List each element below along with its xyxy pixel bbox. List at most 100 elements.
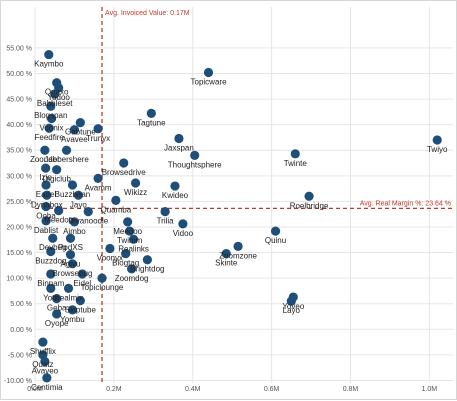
data-point[interactable] bbox=[160, 207, 170, 217]
data-point[interactable] bbox=[41, 163, 51, 173]
data-point[interactable] bbox=[42, 190, 52, 200]
data-point[interactable] bbox=[46, 101, 56, 111]
data-point[interactable] bbox=[52, 165, 62, 175]
data-point[interactable] bbox=[121, 248, 131, 259]
data-point[interactable] bbox=[221, 248, 231, 259]
y-tick-label: 0.00 % bbox=[10, 327, 32, 334]
point-label: Binnam bbox=[37, 279, 64, 288]
data-point[interactable] bbox=[125, 226, 135, 236]
data-point[interactable] bbox=[48, 233, 58, 243]
y-tick-label: 50.00 % bbox=[6, 71, 32, 78]
point-label: Feedfire bbox=[35, 133, 65, 142]
data-point[interactable] bbox=[286, 296, 296, 306]
data-point[interactable] bbox=[67, 180, 78, 190]
y-tick-label: -10.00 % bbox=[4, 378, 32, 385]
point-label: Meedoo bbox=[113, 227, 142, 236]
data-point[interactable] bbox=[40, 145, 50, 155]
y-tick-label: 30.00 % bbox=[6, 173, 32, 180]
data-point[interactable] bbox=[46, 246, 56, 257]
data-point[interactable] bbox=[69, 125, 80, 135]
point-label: Jaxspan bbox=[164, 143, 194, 152]
point-label: Topicware bbox=[191, 77, 228, 86]
data-point[interactable] bbox=[46, 269, 56, 279]
data-point[interactable] bbox=[111, 195, 121, 205]
data-point[interactable] bbox=[38, 337, 48, 347]
point-label: Yoveo bbox=[282, 302, 305, 311]
point-label: Dynabox bbox=[31, 200, 63, 209]
point-label: Vidoo bbox=[173, 229, 194, 238]
data-point[interactable] bbox=[65, 249, 76, 260]
point-label: Blogtag bbox=[112, 259, 139, 268]
data-point[interactable] bbox=[146, 108, 156, 119]
data-point[interactable] bbox=[93, 124, 103, 134]
data-point[interactable] bbox=[67, 259, 78, 269]
data-point[interactable] bbox=[75, 118, 85, 128]
data-point[interactable] bbox=[170, 181, 180, 191]
point-label: Quinu bbox=[265, 236, 286, 245]
data-point[interactable] bbox=[119, 158, 129, 168]
data-point[interactable] bbox=[42, 373, 52, 383]
y-tick-label: 10.00 % bbox=[6, 276, 32, 283]
data-point[interactable] bbox=[123, 217, 133, 227]
data-point[interactable] bbox=[203, 67, 214, 78]
data-point[interactable] bbox=[61, 145, 72, 155]
point-label: Zoonder bbox=[30, 155, 60, 164]
y-tick-label: 25.00 % bbox=[6, 199, 32, 206]
data-point[interactable] bbox=[46, 113, 57, 124]
data-point[interactable] bbox=[178, 219, 188, 229]
point-label: Kaymbo bbox=[34, 60, 64, 69]
data-point[interactable] bbox=[105, 243, 115, 254]
point-label: Twiyo bbox=[427, 145, 448, 154]
data-point[interactable] bbox=[44, 49, 54, 60]
data-point[interactable] bbox=[40, 356, 50, 367]
data-point[interactable] bbox=[50, 89, 60, 99]
data-point[interactable] bbox=[67, 305, 78, 315]
point-label: Divanoodle bbox=[68, 217, 109, 226]
data-point[interactable] bbox=[41, 201, 51, 212]
data-point[interactable] bbox=[73, 190, 83, 200]
data-point[interactable] bbox=[290, 149, 300, 159]
data-point[interactable] bbox=[93, 173, 103, 183]
x-tick-label: 0.0M bbox=[27, 386, 43, 393]
data-point[interactable] bbox=[142, 255, 152, 265]
point-label: Quamba bbox=[100, 205, 131, 214]
point-label: Buzzbean bbox=[55, 190, 91, 199]
point-label: Babbleset bbox=[37, 99, 73, 108]
data-point[interactable] bbox=[41, 216, 51, 226]
point-label: Oyope bbox=[45, 319, 69, 328]
data-point[interactable] bbox=[130, 178, 141, 188]
point-label: PodXS bbox=[58, 243, 83, 252]
data-point[interactable] bbox=[52, 309, 62, 319]
data-point[interactable] bbox=[97, 273, 107, 283]
data-point[interactable] bbox=[432, 135, 442, 145]
data-point[interactable] bbox=[41, 180, 51, 190]
y-tick-label: 35.00 % bbox=[6, 148, 32, 155]
point-label: Gabtune bbox=[65, 128, 96, 137]
data-point[interactable] bbox=[77, 269, 87, 279]
data-point[interactable] bbox=[128, 234, 139, 244]
point-label: Digiclub bbox=[42, 175, 71, 184]
y-tick-label: 20.00 % bbox=[6, 224, 32, 231]
point-label: Yombu bbox=[60, 315, 85, 324]
data-point[interactable] bbox=[63, 283, 74, 293]
data-point[interactable] bbox=[190, 150, 200, 160]
data-point[interactable] bbox=[83, 207, 93, 217]
data-point[interactable] bbox=[69, 217, 80, 227]
data-point[interactable] bbox=[233, 241, 243, 252]
data-point[interactable] bbox=[75, 296, 85, 306]
grid-lines bbox=[34, 7, 453, 383]
point-label: Geba bbox=[47, 304, 67, 313]
data-point[interactable] bbox=[44, 123, 54, 133]
avg-real-margin-label: Avg. Real Margin %: 23.64 % bbox=[360, 200, 451, 207]
data-point[interactable] bbox=[52, 293, 62, 304]
data-point[interactable] bbox=[65, 233, 76, 243]
data-point[interactable] bbox=[46, 283, 56, 293]
point-label: Devbug bbox=[39, 243, 67, 252]
data-point[interactable] bbox=[54, 206, 64, 216]
data-point[interactable] bbox=[270, 226, 281, 236]
data-point[interactable] bbox=[127, 264, 137, 274]
data-point[interactable] bbox=[304, 191, 314, 201]
data-point[interactable] bbox=[174, 133, 184, 144]
